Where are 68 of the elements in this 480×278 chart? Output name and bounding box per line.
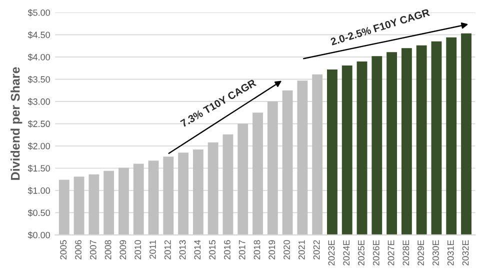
x-tick-label: 2030E (432, 240, 439, 266)
x-tick-label: 2006 (75, 240, 82, 260)
bar (267, 101, 278, 235)
y-tick-label: $3.50 (28, 76, 50, 84)
x-tick-label: 2017 (238, 240, 246, 260)
y-tick-label: $2.00 (28, 142, 50, 150)
x-tick-label: 2019 (268, 240, 276, 260)
bar (446, 37, 457, 235)
bar (74, 176, 84, 235)
bar (342, 65, 352, 235)
bar (386, 52, 398, 235)
x-tick-label: 2008 (104, 240, 112, 260)
x-tick-label: 2018 (254, 240, 260, 260)
y-tick-label: $1.50 (28, 164, 50, 172)
x-tick-label: 2023E (328, 240, 335, 266)
bar (163, 156, 174, 235)
x-tick-label: 2013 (179, 240, 186, 260)
bar (282, 90, 293, 235)
bar (312, 74, 323, 235)
x-tick-label: 2012 (164, 240, 171, 260)
bar (461, 33, 472, 235)
bar (208, 142, 218, 235)
bar (401, 48, 412, 235)
x-tick-label: 2016 (224, 240, 230, 260)
bar (222, 134, 234, 235)
x-tick-label: 2020 (284, 240, 290, 260)
x-tick-label: 2007 (90, 240, 96, 260)
x-tick-label: 2027E (388, 240, 394, 266)
bar (297, 80, 308, 235)
y-tick-label: $3.00 (28, 98, 50, 106)
x-tick-label: 2010 (134, 240, 142, 260)
x-tick-label: 2009 (120, 240, 126, 260)
x-tick-label: 2005 (60, 240, 67, 260)
y-tick-label: $4.00 (28, 54, 50, 61)
x-tick-label: 2032E (462, 240, 469, 266)
x-tick-label: 2021 (298, 240, 305, 260)
y-tick-label: $0.00 (28, 232, 50, 239)
bar (192, 150, 204, 235)
bar (238, 124, 248, 235)
bar (118, 168, 129, 235)
x-tick-label: 2022 (313, 240, 320, 260)
bar (252, 112, 263, 235)
x-tick-label: 2025E (358, 240, 364, 266)
bar (416, 45, 427, 235)
bar (178, 152, 188, 235)
x-tick-label: 2014 (194, 240, 201, 260)
y-tick-label: $1.00 (28, 187, 50, 194)
y-tick-label: $4.50 (28, 31, 50, 39)
y-axis-title: Dividend per Share (10, 67, 22, 180)
bar (148, 160, 159, 235)
y-tick-label: $2.50 (28, 120, 50, 128)
bar (356, 61, 368, 235)
y-tick-label: $0.50 (28, 209, 50, 217)
bar (431, 41, 442, 235)
bar (327, 69, 338, 235)
bar (104, 170, 114, 235)
x-tick-label: 2028E (402, 240, 410, 266)
x-tick-label: 2029E (418, 240, 424, 266)
bar (58, 180, 70, 235)
x-tick-label: 2026E (372, 240, 380, 266)
bar (372, 56, 382, 235)
x-tick-label: 2015 (209, 240, 216, 260)
x-tick-label: 2031E (447, 240, 454, 266)
x-tick-label: 2024E (343, 240, 350, 266)
bar (133, 164, 144, 235)
x-tick-label: 2011 (150, 240, 156, 259)
y-tick-label: $5.00 (28, 9, 50, 16)
bar (88, 174, 100, 235)
